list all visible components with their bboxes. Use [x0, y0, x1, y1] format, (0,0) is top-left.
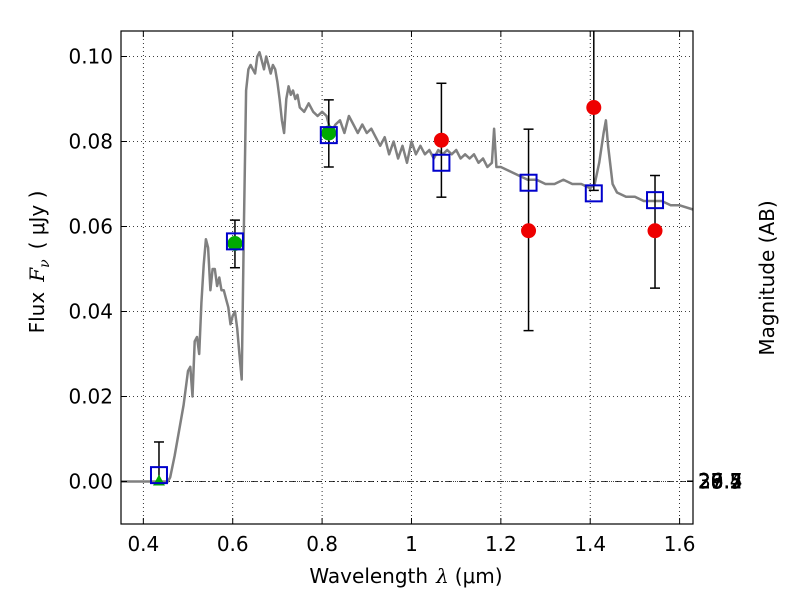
y-axis-label-subscript: ν	[37, 259, 53, 268]
y2-axis-label: Magnitude (AB)	[755, 200, 779, 355]
data-point-circle	[647, 223, 663, 239]
x-axis-label-unit: (μm)	[455, 564, 503, 588]
model-photometry-square	[646, 191, 665, 210]
y2-tick-label: 27.2	[698, 469, 743, 493]
y2-tick-label: 26.4	[698, 469, 743, 493]
x-axis-label-symbol: λ	[435, 564, 449, 588]
model-photometry-square	[319, 126, 338, 145]
markers-layer	[149, 100, 665, 486]
data-point-circle	[433, 132, 449, 148]
x-tick-label: 0.4	[127, 532, 159, 556]
y-axis-label-symbol: F	[25, 267, 49, 283]
x-tick-label: 1.6	[664, 532, 696, 556]
y-tick-label: 0.04	[68, 300, 113, 324]
spectrum-line	[121, 50, 694, 483]
x-tick-label: 1.4	[574, 532, 606, 556]
y2-tick-label: 28	[698, 469, 723, 493]
y2-tick-label: 27	[698, 469, 723, 493]
y-tick-label: 0.00	[68, 470, 113, 494]
y-tick-label: 0.06	[68, 215, 113, 239]
grid-lines	[121, 31, 693, 524]
y2-tick-label: 28.5	[698, 469, 743, 493]
y2-tick-label: 30	[698, 469, 723, 493]
y-tick-label: 0.08	[68, 130, 113, 154]
data-point-circle	[521, 223, 537, 239]
data-point-circle	[586, 100, 602, 115]
y-tick-label: 0.02	[68, 385, 113, 409]
model-photometry-square	[432, 153, 451, 172]
x-tick-label: 1	[405, 532, 418, 556]
model-photometry-square	[584, 184, 603, 203]
x-axis-label-text: Wavelength	[309, 564, 428, 588]
model-spectrum-layer	[121, 50, 694, 483]
model-photometry-square	[519, 173, 538, 192]
y-tick-label: 0.10	[68, 45, 113, 69]
y-axis-label: Flux Fν ( μJy )	[25, 191, 53, 334]
y-axis-label-unit: ( μJy )	[25, 191, 49, 250]
plot-frame	[120, 30, 694, 525]
y2-tick-label: 26.5	[698, 469, 743, 493]
y-axis-label-text: Flux	[25, 292, 49, 334]
x-axis-label: Wavelength λ (μm)	[309, 564, 502, 588]
error-bars-layer	[153, 31, 661, 485]
model-photometry-square	[225, 232, 244, 251]
model-photometry-square	[149, 466, 168, 485]
x-tick-label: 1.2	[485, 532, 517, 556]
x-tick-label: 0.6	[217, 532, 249, 556]
y2-tick-label: 27.5	[698, 469, 743, 493]
x-tick-label: 0.8	[306, 532, 338, 556]
y2-tick-label: 29	[698, 469, 723, 493]
axis-ticks: 0.4 0.6 0.8 1 1.2 1.4 1.6 0.00 0.02 0.04 0.06 0.08 0…	[68, 31, 743, 556]
y2-tick-label: 26.7	[698, 469, 743, 493]
